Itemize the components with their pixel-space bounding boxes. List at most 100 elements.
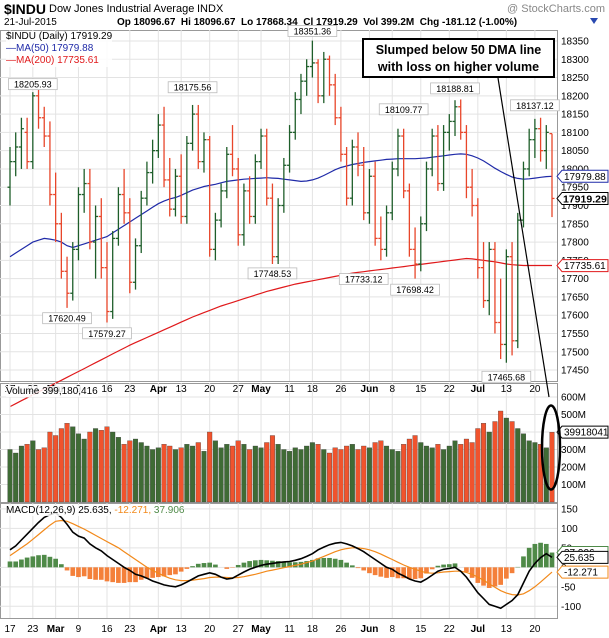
macd-tick-label: -100 (561, 602, 581, 613)
ohlc-bar (201, 132, 207, 173)
volume-bar (178, 447, 184, 503)
price-callout-label: 18351.36 (294, 26, 332, 36)
macd-histogram-bar (59, 564, 64, 568)
macd-histogram-bar (155, 567, 161, 578)
macd-panel: -100-5005010015037.90625.635-12.271 (0, 503, 609, 618)
macd-histogram-bar (549, 552, 555, 568)
volume-bar (287, 451, 293, 503)
macd-histogram-bar (378, 567, 384, 577)
volume-bar (121, 444, 127, 503)
macd-histogram-bar (521, 556, 526, 568)
dropdown-arrow-icon[interactable] (590, 18, 598, 24)
price-callout-label: 18137.12 (516, 101, 554, 111)
volume-bar (155, 447, 161, 503)
macd-x-tick-label: 13 (501, 624, 513, 635)
price-tick-label: 17450 (561, 366, 589, 377)
ohlc-bar (509, 242, 515, 356)
price-callout: 18188.81 (430, 82, 480, 95)
macd-x-tick-label: 23 (124, 624, 136, 635)
volume-bar (230, 445, 235, 503)
macd-line (9, 511, 553, 610)
price-callout-box (510, 99, 560, 112)
macd-x-tick-label: May (251, 624, 271, 635)
ohlc-bar (161, 106, 167, 188)
ohlc-bar (429, 128, 435, 177)
volume-bar (195, 442, 201, 503)
annotation-line-1: Slumped below 50 DMA line (375, 43, 542, 57)
price-x-tick-label: Jul (471, 384, 486, 395)
macd-histogram-bar (138, 567, 144, 580)
volume-bar (115, 437, 121, 503)
macd-histogram-bar (287, 562, 292, 568)
macd-histogram-bar (7, 561, 13, 568)
volume-bar (338, 449, 344, 503)
macd-histogram-bar (30, 556, 36, 568)
price-callout-label: 18188.81 (436, 84, 474, 94)
macd-tag-label: 25.635 (564, 553, 595, 564)
ohlc-bar (361, 147, 367, 221)
volume-panel: 100M200M300M400M500M600M399180416 (0, 383, 609, 503)
macd-histogram-bar (526, 547, 532, 568)
volume-bar (207, 431, 213, 503)
ohlc-bar (406, 183, 412, 257)
legend-ma200: —MA(200) 17735.61 (6, 55, 99, 66)
ohlc-bar (81, 168, 87, 213)
price-x-tick-label: Jun (361, 384, 379, 395)
ohlc-bar (121, 168, 127, 224)
macd-histogram-bar (116, 567, 121, 583)
macd-x-tick-label: 22 (444, 624, 456, 635)
macd-histogram-bar (224, 567, 230, 569)
volume-bar (309, 442, 315, 503)
macd-tick-label: 150 (561, 504, 578, 515)
macd-x-tick-label: 17 (4, 624, 16, 635)
macd-histogram-bar (543, 543, 549, 568)
ohlc-bar (87, 168, 93, 250)
ohlc-bar (458, 99, 464, 140)
ma50-tag-box (556, 169, 609, 183)
ohlc-bar (53, 172, 59, 243)
ohlc-bar (190, 104, 196, 151)
ohlc-bar (378, 216, 384, 261)
ohlc-bar (315, 59, 321, 104)
macd-histogram-bar (207, 562, 213, 568)
macd-histogram-bar (338, 559, 344, 568)
ohlc-bar (349, 139, 355, 206)
ohlc-bar (184, 136, 190, 224)
macd-x-tick-label: 26 (335, 624, 347, 635)
macd-histogram-bar (144, 567, 150, 579)
macd-signal-tag-label: -12.271 (564, 568, 598, 579)
ma50-tag: 17979.88 (556, 169, 609, 183)
volume-bar (235, 440, 241, 503)
macd-histogram-bar (178, 567, 184, 572)
price-tick-label: 18050 (561, 146, 589, 157)
volume-legend-text: Volume 399,180,416 (6, 386, 98, 397)
volume-bar (429, 447, 435, 503)
macd-x-tick-label: 16 (101, 624, 113, 635)
price-legend: $INDU (Daily) 17919.29 —MA(50) 17979.88 … (6, 31, 113, 67)
ohlc-bar (252, 154, 258, 224)
volume-bar (481, 423, 487, 503)
macd-legend-signal: -12.271, (114, 505, 152, 516)
macd-panel-frame (0, 503, 558, 619)
volume-bar (201, 451, 207, 503)
macd-histogram-bar (509, 567, 515, 574)
ohlc-bar (309, 40, 315, 78)
volume-bar (30, 440, 36, 503)
ohlc-bar (98, 198, 104, 279)
price-callout-box (82, 327, 132, 340)
ohlc-bar (549, 132, 555, 218)
ma200-tag-label: 17735.61 (564, 261, 606, 272)
price-callout-box (287, 25, 338, 37)
macd-tick-label: 100 (561, 524, 578, 535)
macd-histogram-bar (407, 567, 412, 580)
macd-histogram-bar (464, 567, 469, 572)
price-tick-label: 17700 (561, 274, 589, 285)
volume-bar (138, 442, 144, 503)
volume-bar (133, 438, 139, 503)
macd-histogram-bar (304, 561, 310, 568)
volume-bar (184, 444, 190, 503)
volume-bar (252, 445, 258, 503)
macd-histogram-bar (13, 561, 19, 568)
macd-histogram-bar (412, 567, 418, 580)
